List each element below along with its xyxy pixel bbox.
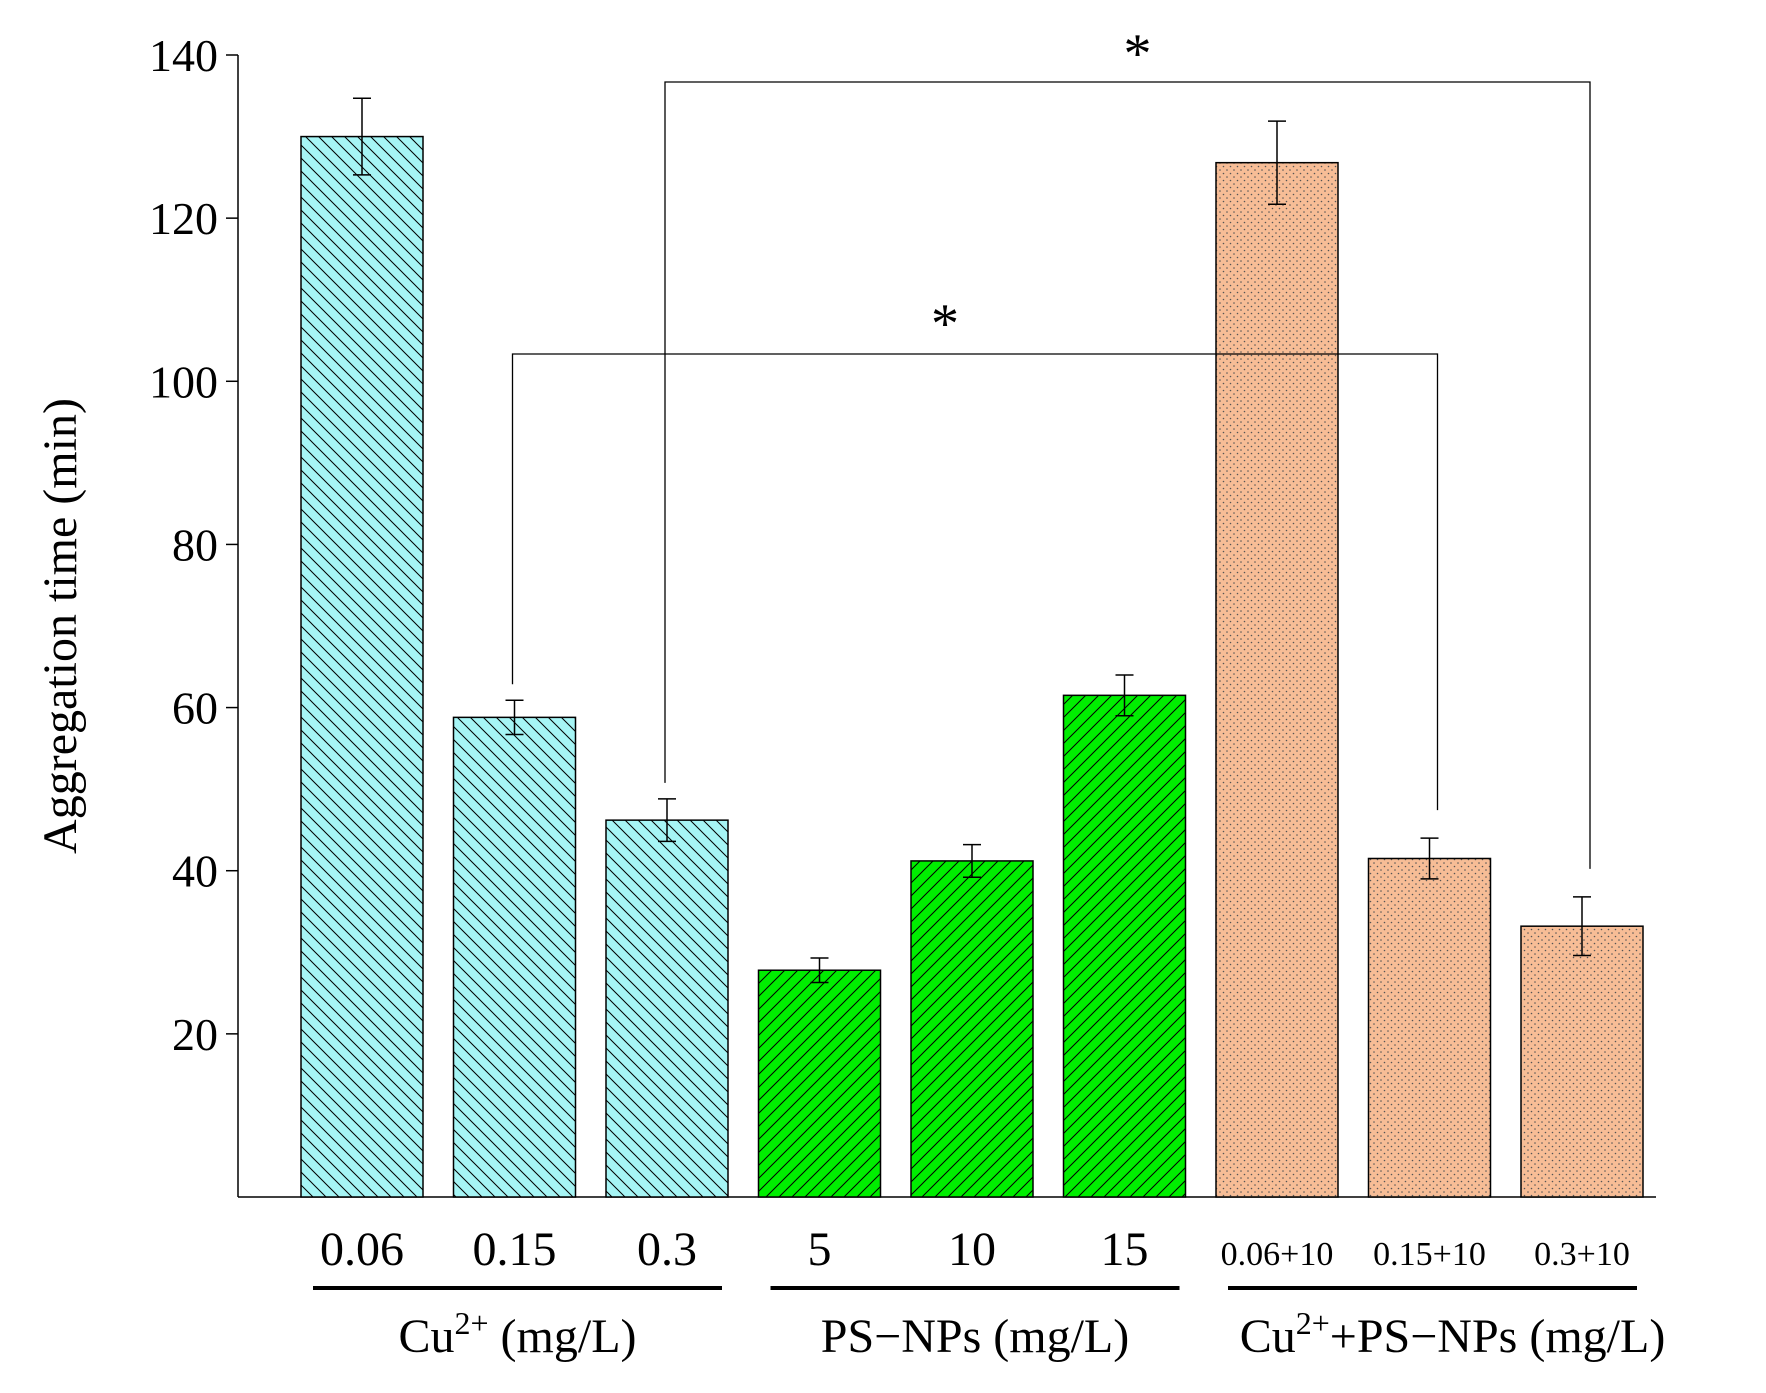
bar-pattern-0.15 xyxy=(452,716,577,1198)
bar-pattern-5 xyxy=(757,969,882,1198)
x-tick-label-0.15: 0.15 xyxy=(473,1223,557,1276)
y-tick-label-60: 60 xyxy=(172,683,218,734)
group-labels: Cu2+ (mg/L) PS−NPs (mg/L) Cu2++PS−NPs (mg/… xyxy=(313,1286,1666,1363)
y-tick-label-40: 40 xyxy=(172,846,218,897)
group-label-superscript: 2+ xyxy=(455,1305,489,1341)
x-tick-label-0.06: 0.06 xyxy=(320,1223,404,1276)
y-tick-label-20: 20 xyxy=(172,1009,218,1060)
x-tick-label-0.3: 0.3 xyxy=(637,1223,697,1276)
y-axis: 20 40 60 80 100 120 140 xyxy=(149,30,239,1197)
significance-bracket-0 xyxy=(664,81,1591,869)
bar-pattern-0.06 xyxy=(300,135,424,1198)
group-label-suffix: +PS−NPs (mg/L) xyxy=(1330,1310,1666,1363)
bar-pattern-0.3+10 xyxy=(1520,925,1644,1198)
significance-star-0: * xyxy=(1124,23,1152,85)
x-tick-label-0.3+10: 0.3+10 xyxy=(1534,1236,1630,1273)
group-label-0: Cu2+ (mg/L) xyxy=(398,1305,636,1363)
bar-pattern-15 xyxy=(1062,694,1187,1198)
y-tick-label-100: 100 xyxy=(149,356,218,407)
bars xyxy=(300,135,1644,1198)
group-label-1: PS−NPs (mg/L) xyxy=(821,1310,1129,1363)
x-tick-label-0.15+10: 0.15+10 xyxy=(1373,1236,1486,1273)
significance-bracket-1 xyxy=(511,353,1439,811)
bar-pattern-0.06+10 xyxy=(1215,161,1339,1198)
group-label-suffix: (mg/L) xyxy=(489,1310,637,1363)
bar-pattern-0.15+10 xyxy=(1367,857,1492,1198)
x-tick-label-10: 10 xyxy=(948,1223,996,1276)
category-labels: 0.06 0.15 0.3 5 10 15 0.06+10 0.15+10 0.3+10 xyxy=(320,1223,1630,1276)
y-tick-label-140: 140 xyxy=(149,30,218,81)
error-bars xyxy=(353,97,1591,984)
y-tick-label-120: 120 xyxy=(149,193,218,244)
x-tick-label-0.06+10: 0.06+10 xyxy=(1221,1236,1334,1273)
y-axis-label: Aggregation time (min) xyxy=(34,398,87,854)
group-label-main: PS−NPs (mg/L) xyxy=(821,1310,1129,1363)
significance-brackets: ** xyxy=(511,23,1591,869)
bar-pattern-10 xyxy=(910,860,1034,1198)
x-tick-label-15: 15 xyxy=(1101,1223,1149,1276)
group-label-superscript: 2+ xyxy=(1296,1305,1330,1341)
group-label-main: Cu xyxy=(1240,1310,1296,1363)
x-tick-label-5: 5 xyxy=(808,1223,832,1276)
significance-star-1: * xyxy=(931,293,959,355)
group-label-2: Cu2++PS−NPs (mg/L) xyxy=(1240,1305,1666,1363)
group-label-main: Cu xyxy=(398,1310,454,1363)
bar-pattern-0.3 xyxy=(605,819,729,1198)
y-tick-label-80: 80 xyxy=(172,519,218,570)
